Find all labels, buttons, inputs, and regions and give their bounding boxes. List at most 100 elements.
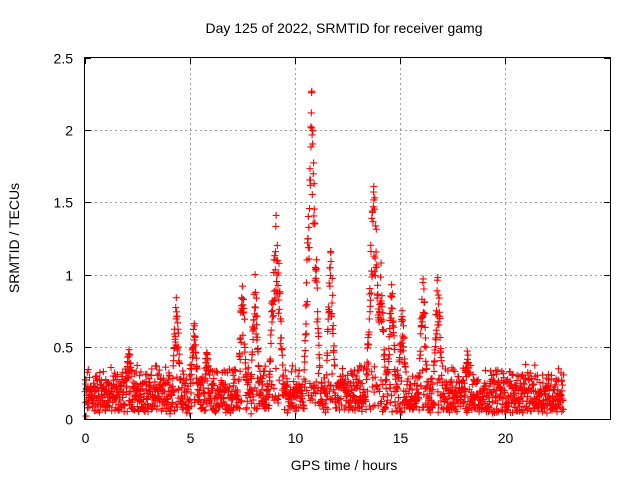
data-point-marker — [324, 405, 332, 413]
data-point-marker — [342, 403, 350, 411]
data-point-marker — [427, 375, 435, 383]
data-point-marker — [368, 214, 376, 222]
data-point-marker — [534, 407, 542, 415]
data-point-marker — [401, 363, 409, 371]
data-point-marker — [526, 369, 534, 377]
data-point-marker — [386, 384, 394, 392]
data-point-marker — [428, 380, 436, 388]
data-point-marker — [548, 371, 555, 379]
data-point-marker — [170, 352, 178, 360]
data-point-marker — [422, 357, 430, 365]
data-point-marker — [326, 264, 334, 272]
data-point-marker — [363, 376, 370, 383]
data-point-marker — [394, 400, 402, 408]
data-point-marker — [84, 366, 92, 374]
data-point-marker — [272, 364, 280, 372]
data-point-marker — [252, 313, 260, 320]
data-point-marker — [335, 395, 343, 403]
data-point-marker — [188, 354, 196, 362]
data-point-marker — [338, 401, 345, 409]
data-point-marker — [272, 222, 280, 230]
data-point-marker — [328, 310, 336, 317]
data-point-marker — [364, 360, 372, 368]
data-point-marker — [436, 315, 444, 322]
data-point-marker — [367, 289, 375, 297]
data-point-marker — [393, 380, 401, 388]
data-point-marker — [421, 342, 429, 350]
data-point-marker — [249, 396, 257, 404]
data-point-marker — [308, 131, 316, 139]
data-point-marker — [312, 265, 320, 273]
data-point-marker — [364, 387, 372, 395]
data-point-marker — [315, 399, 323, 407]
data-point-marker — [314, 308, 322, 316]
data-point-marker — [290, 378, 298, 386]
data-point-marker — [307, 143, 315, 151]
data-point-marker — [300, 404, 308, 412]
data-point-marker — [426, 408, 434, 416]
data-point-marker — [268, 381, 276, 388]
data-point-marker — [380, 393, 387, 401]
data-point-marker — [438, 371, 446, 379]
data-point-marker — [271, 294, 279, 302]
data-point-marker — [373, 261, 381, 269]
data-point-marker — [560, 371, 567, 379]
data-point-marker — [182, 376, 190, 384]
data-point-marker — [540, 404, 548, 412]
data-point-marker — [309, 383, 317, 391]
data-point-marker — [273, 241, 281, 249]
data-point-marker — [329, 330, 337, 338]
data-point-marker — [267, 326, 275, 334]
data-point-marker — [102, 386, 110, 394]
data-point-marker — [543, 409, 551, 417]
data-point-marker — [142, 404, 149, 412]
data-point-marker — [435, 321, 443, 329]
data-point-marker — [115, 391, 122, 399]
data-point-marker — [436, 375, 444, 383]
data-point-marker — [309, 140, 317, 148]
data-point-marker — [223, 369, 231, 377]
data-point-marker — [259, 381, 267, 389]
data-point-marker — [538, 391, 546, 399]
data-point-marker — [315, 369, 322, 377]
data-point-marker — [172, 304, 180, 312]
data-point-marker — [306, 165, 314, 173]
data-point-marker — [273, 278, 280, 285]
data-point-marker — [467, 361, 475, 369]
data-point-marker — [374, 290, 382, 298]
data-point-marker — [559, 397, 567, 405]
data-point-marker — [202, 406, 210, 414]
data-point-marker — [272, 248, 279, 256]
data-point-marker — [310, 159, 318, 167]
data-point-marker — [381, 377, 389, 385]
data-point-marker — [369, 403, 377, 411]
data-point-marker — [368, 368, 376, 376]
data-point-marker — [355, 367, 363, 375]
data-point-marker — [165, 381, 173, 389]
data-point-marker — [215, 403, 223, 411]
data-point-marker — [327, 248, 335, 255]
data-point-marker — [542, 396, 550, 404]
data-point-marker — [261, 362, 269, 370]
data-point-marker — [267, 339, 275, 347]
data-point-marker — [188, 361, 196, 368]
data-point-marker — [173, 312, 181, 320]
data-point-marker — [520, 380, 528, 388]
data-point-marker — [244, 364, 252, 372]
data-point-marker — [278, 351, 286, 359]
data-point-marker — [397, 377, 405, 385]
data-point-marker — [284, 381, 292, 389]
data-point-marker — [253, 387, 261, 395]
y-tick-label: 2 — [65, 123, 73, 139]
data-point-marker — [394, 385, 402, 393]
data-point-marker — [482, 382, 490, 390]
data-point-marker — [194, 386, 202, 393]
data-point-marker — [432, 343, 439, 350]
data-point-marker — [308, 395, 316, 403]
data-point-marker — [241, 344, 249, 351]
data-point-marker — [301, 347, 309, 355]
data-point-marker — [503, 406, 511, 414]
plot-frame — [84, 57, 611, 420]
y-tick-label: 2.5 — [54, 51, 74, 67]
data-point-marker — [303, 279, 310, 287]
